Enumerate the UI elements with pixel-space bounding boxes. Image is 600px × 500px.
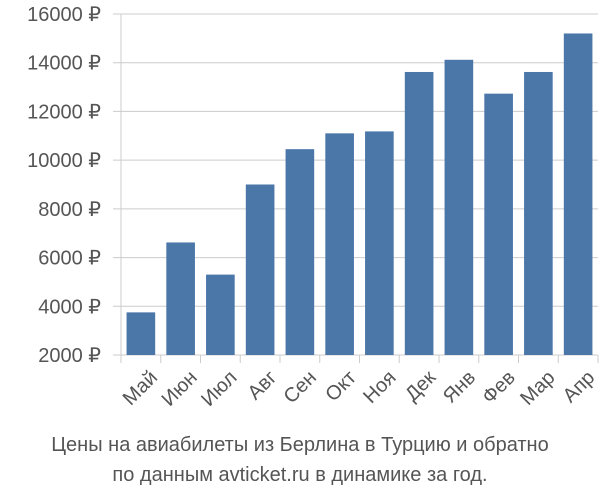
x-tick-label: Фев	[478, 367, 520, 409]
x-tick-label: Май	[119, 367, 162, 410]
bar-Сен	[285, 149, 315, 355]
x-tick-label: Июн	[158, 367, 202, 411]
y-tick-label: 2000 ₽	[38, 345, 101, 367]
bar-Фев	[484, 93, 513, 355]
x-tick-label: Мар	[516, 367, 559, 410]
bar-Дек	[404, 71, 434, 355]
y-tick-label: 8000 ₽	[38, 199, 101, 221]
x-tick-label: Апр	[559, 367, 600, 408]
chart-caption: Цены на авиабилеты из Берлина в Турцию и…	[0, 430, 600, 490]
bars	[126, 33, 593, 355]
bar-Ноя	[365, 131, 394, 355]
bar-Окт	[325, 133, 354, 355]
bar-chart: 2000 ₽ 4000 ₽ 6000 ₽ 8000 ₽ 10000 ₽ 12000 ₽ 14…	[27, 4, 600, 411]
caption-line-1: Цены на авиабилеты из Берлина в Турцию и…	[51, 434, 549, 456]
x-tick-label: Янв	[439, 367, 480, 408]
x-tick-label: Июл	[197, 367, 241, 411]
x-tick-label: Ноя	[359, 367, 400, 408]
x-tick-label: Авг	[244, 367, 282, 405]
bar-Май	[126, 312, 156, 355]
bar-Июн	[166, 242, 195, 355]
x-tick-label: Окт	[321, 367, 360, 406]
caption-line-2: по данным avticket.ru в динамике за год.	[112, 464, 488, 486]
y-tick-label: 10000 ₽	[27, 150, 101, 172]
bar-Мар	[524, 71, 553, 355]
y-tick-label: 6000 ₽	[38, 248, 101, 270]
y-tick-label: 12000 ₽	[27, 101, 101, 123]
x-tick-label: Сен	[280, 367, 321, 408]
y-axis-tick-labels: 2000 ₽ 4000 ₽ 6000 ₽ 8000 ₽ 10000 ₽ 12000 ₽ 14…	[27, 4, 101, 367]
bar-Авг	[245, 184, 275, 355]
bar-Апр	[563, 33, 593, 355]
y-tick-label: 4000 ₽	[38, 296, 101, 318]
bar-Июл	[206, 274, 235, 355]
y-tick-label: 16000 ₽	[27, 4, 101, 26]
x-tick-label: Дек	[401, 366, 440, 405]
y-tick-label: 14000 ₽	[27, 53, 101, 75]
bar-Янв	[444, 59, 474, 355]
